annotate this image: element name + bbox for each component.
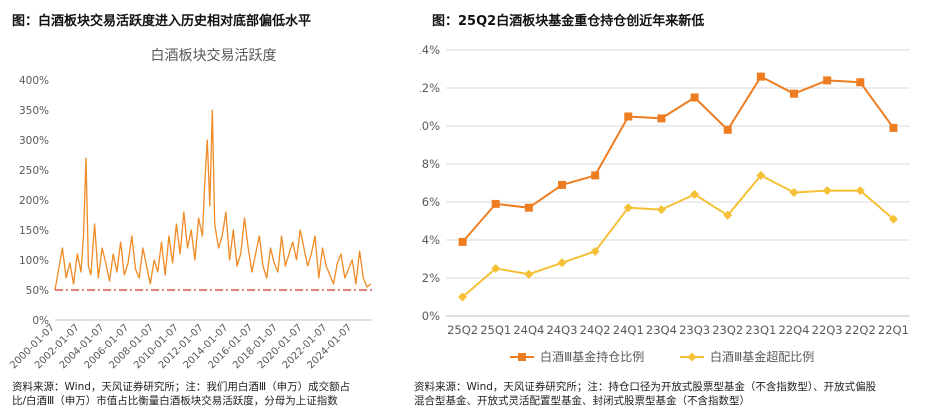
y-tick-label: 250% xyxy=(19,165,49,177)
series-1-point xyxy=(690,93,699,102)
series-1-point xyxy=(524,203,533,212)
series-1-point xyxy=(856,78,865,87)
series-1-point xyxy=(458,237,467,246)
left-source-line-1: 资料来源：Wind，天风证券研究所；注：我们用白酒Ⅲ（申万）成交额占 xyxy=(12,381,351,393)
y-tick-label: 14% xyxy=(420,43,440,57)
x-tick-label: 25Q1 xyxy=(480,323,511,337)
y-tick-label: 100% xyxy=(19,255,49,267)
series-2-line xyxy=(461,174,895,298)
series-2-point xyxy=(623,203,633,213)
left-figure-title: 图：白酒板块交易活跃度进入历史相对底部偏低水平 xyxy=(12,14,312,29)
series-1-point xyxy=(491,199,500,208)
right-figure-title: 图：25Q2白酒板块基金重仓持仓创近年来新低 xyxy=(432,14,705,29)
y-tick-label: 12% xyxy=(420,81,440,95)
y-tick-label: 8% xyxy=(422,157,440,171)
legend-label-2: 白酒Ⅲ基金超配比例 xyxy=(710,349,814,364)
right-figure: 图：25Q2白酒板块基金重仓持仓创近年来新低 0% 2% 4% 6% 8% 10% 12% 1… xyxy=(414,0,935,407)
y-tick-label: 200% xyxy=(19,195,49,207)
x-tick-label: 22Q1 xyxy=(878,323,909,337)
y-tick-label: 10% xyxy=(420,119,440,133)
y-tick-label: 150% xyxy=(19,225,49,237)
x-tick-label: 24Q4 xyxy=(513,323,544,337)
y-tick-label: 50% xyxy=(26,285,49,297)
y-tick-label: 2% xyxy=(422,271,440,285)
y-tick-label: 350% xyxy=(19,105,49,117)
series-2-point xyxy=(756,170,766,180)
y-tick-label: 4% xyxy=(422,233,440,247)
series-2-point xyxy=(789,188,799,197)
series-1-line xyxy=(461,75,895,243)
x-tick-label: 25Q2 xyxy=(447,323,478,337)
series-2-point xyxy=(690,189,700,199)
series-2-point xyxy=(458,292,468,302)
y-tick-label: 300% xyxy=(19,135,49,147)
right-source-line-2: 混合型基金、开放式灵活配置型基金、封闭式股票型基金（不含指数型） xyxy=(414,395,750,407)
series-1-point xyxy=(723,125,732,134)
x-tick-label: 22Q4 xyxy=(778,323,809,337)
series-1-point xyxy=(591,171,600,180)
x-tick-label: 23Q1 xyxy=(745,323,776,337)
legend-marker-1 xyxy=(518,353,526,361)
x-tick-label: 23Q2 xyxy=(712,323,743,337)
series-1-point xyxy=(624,112,633,121)
series-1-point xyxy=(790,89,798,98)
y-tick-label: 6% xyxy=(422,195,440,209)
x-tick-label: 24Q1 xyxy=(613,323,644,337)
series-2-point xyxy=(723,210,733,220)
activity-series-line xyxy=(54,109,372,291)
series-1-point xyxy=(756,72,765,81)
series-1-point xyxy=(823,76,832,85)
x-tick-label: 22Q3 xyxy=(812,323,843,337)
y-tick-label: 400% xyxy=(19,75,49,87)
activity-chart: 白酒板块交易活跃度 0% 50% 100% 150% 200% 250% 300% 350% 40… xyxy=(8,47,372,371)
series-2-point xyxy=(822,186,832,196)
right-source-note: 资料来源：Wind，天风证券研究所；注：持仓口径为开放式股票型基金（不含指数型）… xyxy=(414,380,876,408)
chart-title: 白酒板块交易活跃度 xyxy=(151,47,277,64)
series-1-point xyxy=(889,123,898,132)
fund-holding-chart: 0%2%4%6%8%10%12%14%25Q225Q124Q424Q324Q22… xyxy=(420,43,910,364)
series-2-point xyxy=(855,186,865,196)
series-2-point xyxy=(557,258,567,268)
x-tick-label: 22Q2 xyxy=(845,323,876,337)
series-1-point xyxy=(657,114,666,123)
series-2-point xyxy=(888,214,898,224)
x-tick-label: 23Q3 xyxy=(679,323,710,337)
series-2-point xyxy=(590,246,600,256)
x-tick-label: 23Q4 xyxy=(646,323,677,337)
y-tick-label: 0% xyxy=(422,309,440,323)
series-2-point xyxy=(524,269,534,279)
left-figure: 图：白酒板块交易活跃度进入历史相对底部偏低水平 白酒板块交易活跃度 0% 50% 10… xyxy=(0,0,420,407)
series-2-point xyxy=(491,264,501,273)
right-source-line-1: 资料来源：Wind，天风证券研究所；注：持仓口径为开放式股票型基金（不含指数型）… xyxy=(414,381,877,393)
series-1-point xyxy=(558,180,566,189)
legend-marker-2 xyxy=(687,352,697,362)
legend-label-1: 白酒Ⅲ基金持仓比例 xyxy=(540,349,644,364)
x-tick-label: 24Q3 xyxy=(546,323,577,337)
left-source-line-2: 比/白酒Ⅲ（申万）市值占比衡量白酒板块交易活跃度，分母为上证指数 xyxy=(12,395,338,407)
x-tick-label: 24Q2 xyxy=(580,323,611,337)
left-source-note: 资料来源：Wind，天风证券研究所；注：我们用白酒Ⅲ（申万）成交额占 比/白酒Ⅲ… xyxy=(12,380,350,408)
y-tick-label: 0% xyxy=(32,315,49,327)
series-2-point xyxy=(656,205,666,215)
